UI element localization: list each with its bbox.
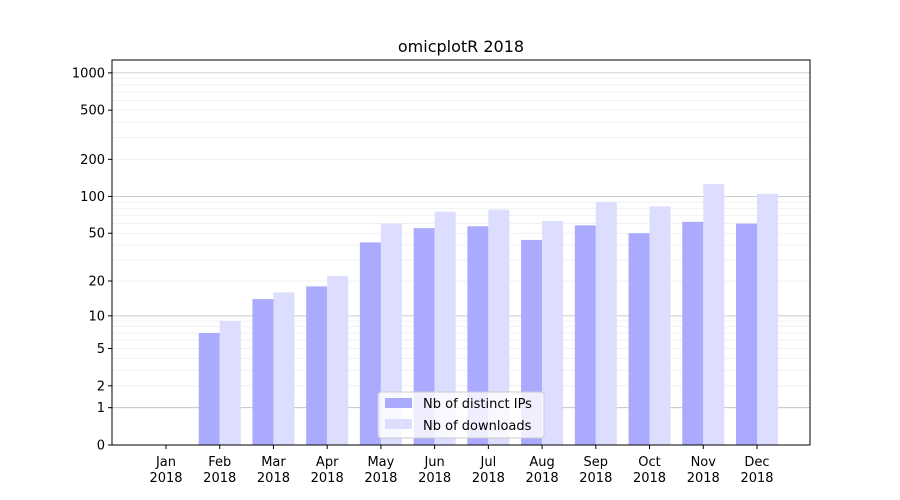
x-tick-label: 2018 [364,471,397,486]
bar-downloads [757,193,778,445]
x-tick-label: 2018 [472,471,505,486]
y-tick-label: 1000 [72,66,105,81]
bar-distinct-ips [359,242,381,445]
bar-distinct-ips [682,221,704,445]
bar-distinct-ips [252,299,274,445]
bar-downloads [219,320,241,445]
x-tick-label: 2018 [311,471,344,486]
x-tick-label: Jul [480,455,497,470]
bar-distinct-ips [628,233,650,445]
x-tick-label: 2018 [418,471,451,486]
x-tick-label: 2018 [203,471,236,486]
x-tick-label: Oct [638,455,660,470]
x-tick-label: Apr [316,455,339,470]
x-tick-label: Dec [744,455,769,470]
chart-title: omicplotR 2018 [398,37,524,56]
y-tick-label: 2 [97,379,105,394]
y-tick-label: 0 [97,439,105,454]
x-tick-label: 2018 [633,471,666,486]
bar-distinct-ips [467,226,489,445]
y-tick-label: 50 [88,227,105,242]
x-tick-label: May [367,455,394,470]
bar-downloads [595,202,617,445]
bar-distinct-ips [413,228,435,445]
bar-distinct-ips [574,225,596,445]
legend-swatch-ips [385,398,412,408]
x-tick-label: 2018 [687,471,720,486]
bar-downloads [327,276,349,445]
bar-downloads [542,220,564,445]
bar-distinct-ips [736,223,757,445]
x-tick-label: 2018 [740,471,773,486]
bar-downloads [703,184,725,446]
bar-downloads [380,223,402,445]
y-tick-label: 1 [97,401,105,416]
bar-distinct-ips [306,286,328,445]
legend-swatch-downloads [385,419,412,429]
x-tick-label: Sep [584,455,609,470]
bar-downloads [273,292,295,445]
y-tick-label: 200 [80,153,105,168]
x-tick-label: 2018 [149,471,182,486]
x-tick-label: 2018 [257,471,290,486]
bar-downloads [649,206,671,445]
x-tick-label: Jan [155,455,176,470]
x-tick-label: Jun [423,455,444,470]
x-tick-label: Feb [208,455,231,470]
bar-downloads [488,209,510,445]
bar-distinct-ips [198,332,220,445]
y-tick-label: 100 [80,190,105,205]
x-tick-label: Aug [529,455,554,470]
legend-label-downloads: Nb of downloads [423,419,532,434]
y-tick-label: 500 [80,104,105,119]
bar-downloads [434,211,456,445]
x-tick-label: Mar [261,455,286,470]
y-tick-label: 20 [88,275,105,290]
x-tick-label: Nov [691,455,717,470]
x-tick-label: 2018 [526,471,559,486]
plot-frame [111,59,811,446]
y-tick-label: 10 [88,309,105,324]
legend-label-ips: Nb of distinct IPs [423,397,532,412]
x-tick-label: 2018 [579,471,612,486]
legend: Nb of distinct IPs Nb of downloads [377,391,545,439]
y-tick-label: 5 [97,342,105,357]
